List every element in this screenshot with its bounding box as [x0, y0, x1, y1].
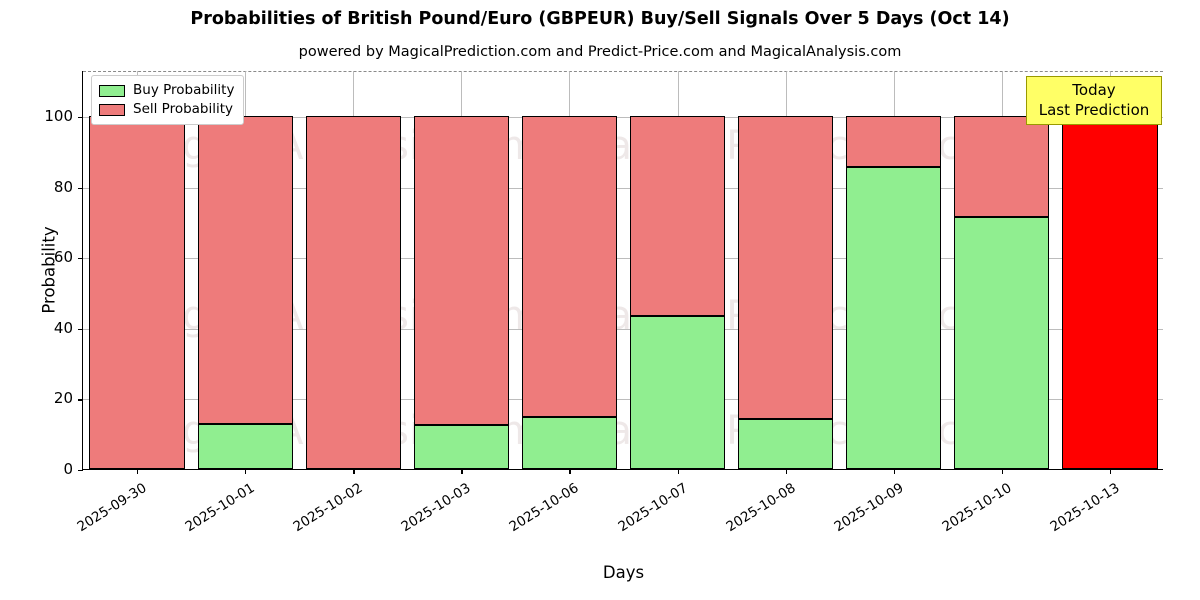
bar-group[interactable]	[738, 71, 834, 469]
x-axis-tick-label: 2025-10-09	[831, 480, 907, 536]
gridline-horizontal	[83, 116, 1163, 118]
legend-label-sell: Sell Probability	[133, 101, 234, 117]
x-axis-tick	[353, 469, 355, 474]
x-axis-tick-label: 2025-10-07	[615, 480, 691, 536]
x-axis-tick-label: 2025-10-06	[506, 480, 582, 536]
y-axis-tick-label: 20	[53, 389, 73, 408]
bar-segment-buy[interactable]	[629, 316, 726, 469]
bar-group[interactable]	[1062, 71, 1158, 469]
bar-group[interactable]	[954, 71, 1050, 469]
bar-segment-sell[interactable]	[305, 115, 401, 469]
y-axis-tick	[78, 328, 83, 331]
bar-segment-buy[interactable]	[521, 417, 617, 469]
bar-segment-sell[interactable]	[89, 115, 185, 469]
bar-segment-buy[interactable]	[413, 424, 509, 469]
x-axis-tick	[893, 469, 896, 474]
x-axis-tick-label: 2025-09-30	[74, 480, 150, 536]
gridline-horizontal	[83, 399, 1163, 401]
x-axis-tick-label: 2025-10-10	[939, 480, 1015, 536]
y-axis-tick	[78, 470, 83, 472]
legend-swatch-buy	[99, 84, 125, 97]
x-axis-tick-label: 2025-10-02	[290, 480, 366, 536]
x-axis-tick	[677, 469, 679, 474]
bar-segment-sell[interactable]	[197, 115, 293, 425]
bar-group[interactable]	[521, 71, 617, 469]
x-axis-tick	[1109, 469, 1112, 474]
bar-segment-sell[interactable]	[521, 115, 617, 418]
x-axis-label: Days	[602, 563, 645, 582]
chart-legend: Buy Probability Sell Probability	[91, 75, 245, 125]
y-axis-tick-label: 60	[53, 248, 73, 267]
x-axis-tick	[245, 469, 247, 474]
gridline-horizontal	[83, 328, 1163, 330]
today-annotation-line2: Last Prediction	[1038, 101, 1150, 119]
y-axis-tick-label: 100	[44, 106, 73, 125]
x-axis-tick-label: 2025-10-13	[1047, 480, 1123, 536]
y-axis-tick	[78, 187, 83, 189]
bar-segment-sell[interactable]	[738, 115, 834, 419]
gridline-horizontal	[83, 258, 1163, 260]
plot-area: MagicalAnalysis.com MagicalPrediction.co…	[40, 71, 1163, 582]
y-axis-tick	[78, 116, 83, 119]
chart-subtitle: powered by MagicalPrediction.com and Pre…	[298, 44, 902, 60]
x-axis-tick	[461, 469, 463, 474]
bar-group[interactable]	[413, 71, 509, 469]
x-axis-tick	[1001, 469, 1004, 474]
y-axis-tick-label: 80	[53, 177, 73, 196]
bar-segment-buy[interactable]	[846, 166, 942, 469]
x-axis-tick	[569, 469, 571, 474]
bar-segment-buy[interactable]	[738, 418, 834, 469]
chart-title: Probabilities of British Pound/Euro (GBP…	[190, 9, 1010, 29]
y-axis-tick-label: 0	[63, 460, 73, 478]
legend-label-buy: Buy Probability	[133, 82, 235, 98]
bar-segment-sell[interactable]	[629, 115, 726, 317]
bar-group[interactable]	[197, 71, 293, 469]
x-axis-tick	[785, 469, 787, 474]
bar-segment-sell[interactable]	[954, 115, 1050, 217]
bar-segment-buy[interactable]	[954, 216, 1050, 469]
bar-segment-today[interactable]	[1062, 115, 1158, 469]
gridline-horizontal	[83, 187, 1163, 189]
bar-group[interactable]	[629, 71, 726, 469]
today-annotation: Today Last Prediction	[1026, 76, 1162, 125]
bar-group[interactable]	[846, 71, 942, 469]
plot-inner: MagicalAnalysis.com MagicalPrediction.co…	[83, 71, 1163, 469]
y-axis-label: Probability	[39, 226, 59, 314]
legend-swatch-sell	[99, 103, 125, 116]
bar-segment-buy[interactable]	[197, 424, 293, 469]
x-axis-tick-label: 2025-10-01	[182, 480, 258, 536]
bar-segment-sell[interactable]	[413, 115, 509, 425]
bar-group[interactable]	[305, 71, 401, 469]
x-axis-tick-label: 2025-10-08	[723, 480, 799, 536]
x-axis-tick-label: 2025-10-03	[398, 480, 474, 536]
bar-group[interactable]	[89, 71, 185, 469]
y-axis-tick	[78, 399, 83, 401]
reference-dashed-line	[83, 71, 1163, 72]
legend-item-sell: Sell Probability	[99, 100, 234, 119]
bar-segment-sell[interactable]	[846, 115, 942, 167]
y-axis-tick	[78, 258, 83, 260]
today-annotation-line1: Today	[1072, 81, 1116, 99]
legend-item-buy: Buy Probability	[99, 81, 234, 100]
y-axis-tick-label: 40	[53, 318, 73, 337]
x-axis-tick	[137, 469, 139, 474]
